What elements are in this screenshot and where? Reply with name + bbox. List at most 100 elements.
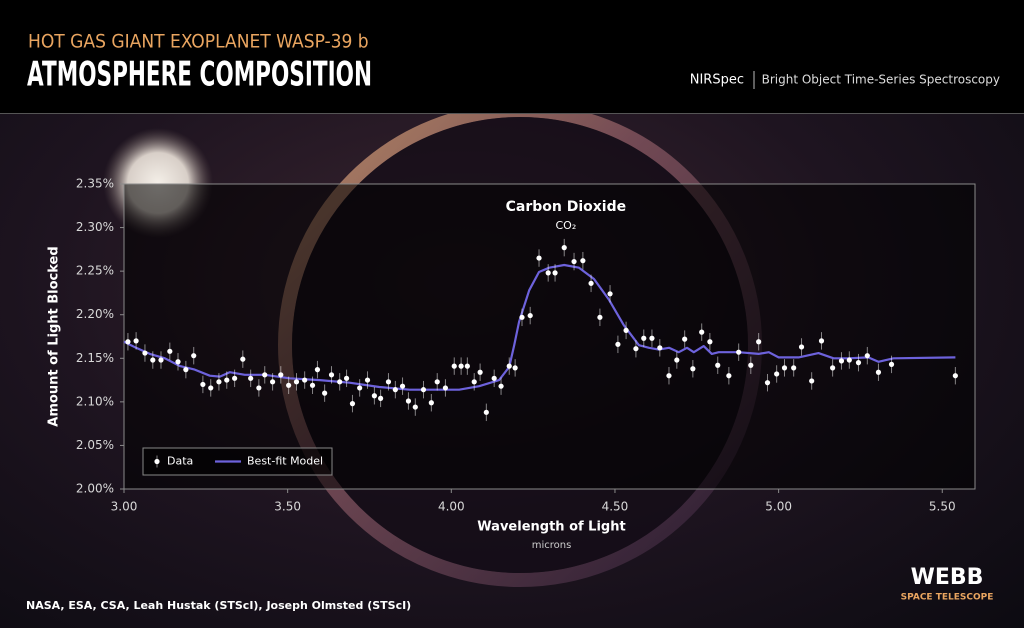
- data-point: [545, 270, 551, 276]
- data-point: [561, 245, 567, 251]
- data-point: [224, 377, 230, 383]
- data-point: [527, 312, 533, 319]
- data-point: [588, 280, 594, 286]
- data-point: [262, 372, 268, 378]
- data-point: [200, 381, 206, 388]
- data-point: [641, 335, 647, 341]
- data-point: [322, 390, 328, 396]
- logo: WEBB: [911, 565, 984, 590]
- data-point: [399, 383, 406, 389]
- data-point: [623, 327, 629, 333]
- data-point: [464, 363, 470, 369]
- data-point: [699, 329, 705, 335]
- x-tick-label: 4.00: [438, 500, 465, 514]
- legend-swatch: [154, 458, 160, 465]
- data-point: [191, 353, 197, 359]
- data-point: [774, 371, 780, 377]
- legend-label: Data: [167, 455, 193, 468]
- data-point: [519, 314, 525, 320]
- data-point: [269, 379, 276, 385]
- data-point: [682, 336, 688, 342]
- data-point: [571, 258, 577, 265]
- data-point: [150, 357, 156, 363]
- data-point: [158, 357, 164, 363]
- data-point: [349, 401, 356, 407]
- data-point: [798, 344, 805, 350]
- y-tick-label: 2.20%: [76, 307, 114, 321]
- data-point: [952, 373, 958, 379]
- data-point: [240, 356, 246, 362]
- data-point: [451, 363, 457, 369]
- data-point: [208, 385, 214, 391]
- credit: NASA, ESA, CSA, Leah Hustak (STScI), Jos…: [26, 599, 411, 612]
- data-point: [888, 361, 895, 367]
- data-point: [855, 360, 862, 366]
- data-point: [715, 362, 721, 368]
- data-point: [536, 255, 542, 261]
- x-tick-label: 5.50: [929, 500, 956, 514]
- plot-area: [123, 183, 976, 490]
- model-line: [123, 263, 956, 391]
- data-point: [420, 387, 427, 393]
- y-tick-label: 2.30%: [76, 220, 114, 234]
- mode: Bright Object Time-Series Spectroscopy: [762, 73, 1000, 87]
- data-point: [580, 258, 586, 264]
- data-point: [248, 375, 254, 381]
- data-point: [506, 363, 512, 369]
- data-point: [830, 365, 836, 371]
- data-point: [477, 369, 483, 375]
- data-point: [649, 335, 655, 341]
- data-point: [371, 393, 377, 399]
- data-point: [552, 270, 558, 276]
- x-axis-sublabel: microns: [532, 540, 572, 551]
- data-point: [597, 314, 603, 320]
- data-point: [748, 362, 754, 368]
- data-point: [167, 348, 173, 354]
- data-point: [412, 404, 418, 410]
- data-point: [278, 372, 284, 378]
- x-tick-label: 5.00: [765, 500, 792, 514]
- data-point: [357, 385, 363, 391]
- data-point: [674, 357, 680, 363]
- data-point: [309, 382, 316, 388]
- kicker: HOT GAS GIANT EXOPLANET WASP-39 b: [28, 31, 369, 53]
- data-point: [183, 367, 189, 373]
- instrument: NIRSpec: [690, 73, 744, 88]
- data-point: [405, 398, 412, 404]
- x-tick-label: 4.50: [602, 500, 629, 514]
- x-tick-label: 3.00: [111, 500, 138, 514]
- data-point: [846, 357, 852, 363]
- data-point: [726, 373, 732, 379]
- y-tick-label: 2.00%: [76, 482, 114, 496]
- data-point: [491, 375, 497, 381]
- data-point: [657, 345, 663, 351]
- y-tick-label: 2.10%: [76, 394, 114, 408]
- data-point: [818, 338, 825, 344]
- data-point: [175, 359, 181, 365]
- logo-sub: SPACE TELESCOPE: [901, 593, 994, 603]
- y-tick-label: 2.25%: [76, 264, 114, 278]
- y-tick-label: 2.35%: [76, 177, 114, 191]
- data-point: [498, 383, 504, 389]
- data-point: [392, 387, 398, 393]
- data-point: [809, 378, 815, 384]
- annotation-sub: CO₂: [555, 219, 576, 232]
- y-tick-label: 2.15%: [76, 351, 114, 365]
- data-point: [791, 365, 797, 371]
- title: ATMOSPHERE COMPOSITION: [27, 55, 372, 95]
- data-point: [781, 365, 788, 371]
- data-point: [302, 377, 308, 383]
- annotation: Carbon Dioxide: [506, 199, 627, 215]
- data-point: [133, 338, 139, 344]
- data-point: [442, 385, 449, 391]
- data-point: [756, 339, 762, 345]
- data-point: [385, 379, 392, 385]
- data-point: [428, 400, 434, 406]
- y-axis-label: Amount of Light Blocked: [47, 246, 62, 426]
- data-point: [838, 358, 845, 364]
- data-point: [125, 339, 131, 345]
- data-point: [458, 363, 464, 369]
- data-point: [764, 380, 771, 386]
